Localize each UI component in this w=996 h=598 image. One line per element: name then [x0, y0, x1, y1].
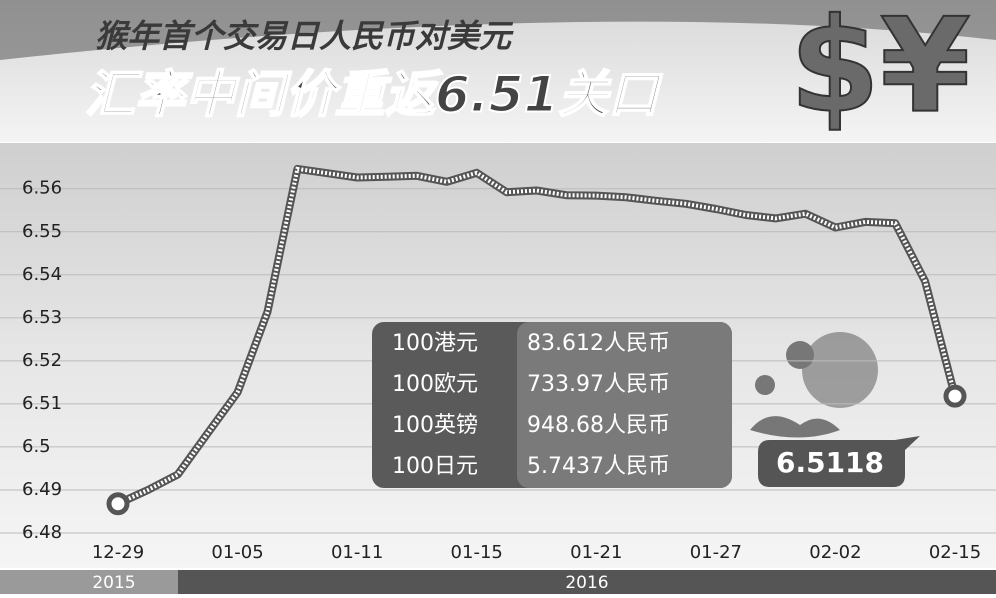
- end-point: [946, 387, 964, 405]
- y-tick-label: 6.52: [22, 350, 62, 371]
- rate-label: 100欧元: [392, 372, 478, 397]
- y-tick-label: 6.5: [22, 436, 51, 457]
- rate-value: 948.68人民币: [527, 413, 670, 438]
- y-tick-label: 6.54: [22, 264, 62, 285]
- subtitle: 猴年首个交易日人民币对美元: [95, 17, 514, 55]
- rate-value: 83.612人民币: [527, 331, 670, 356]
- y-tick-label: 6.49: [22, 479, 62, 500]
- y-tick-label: 6.55: [22, 221, 62, 242]
- chart-title: 汇率中间价重返6.51关口: [85, 66, 662, 124]
- chart: 猴年首个交易日人民币对美元 汇率中间价重返6.51关口 $¥ 2015 2016…: [0, 0, 996, 594]
- y-tick-label: 6.51: [22, 393, 62, 414]
- rate-label: 100英镑: [392, 413, 478, 438]
- x-tick-label: 02-15: [929, 542, 981, 563]
- year-label: 2015: [92, 573, 135, 593]
- rate-label: 100港元: [392, 331, 478, 356]
- logo-symbols: $¥: [790, 0, 971, 142]
- x-tick-label: 12-29: [92, 542, 144, 563]
- x-tick-label: 01-15: [451, 542, 503, 563]
- year-bar-2015: [0, 570, 178, 594]
- x-tick-label: 01-05: [211, 542, 263, 563]
- y-tick-label: 6.56: [22, 178, 62, 199]
- rate-label: 100日元: [392, 454, 478, 479]
- rate-value: 733.97人民币: [527, 372, 670, 397]
- x-tick-label: 01-21: [570, 542, 622, 563]
- y-tick-label: 6.48: [22, 522, 62, 543]
- x-tick-label: 01-27: [690, 542, 742, 563]
- page: {"chart_data": { "type": "line", "subtit…: [0, 0, 996, 594]
- x-tick-label: 01-11: [331, 542, 383, 563]
- y-tick-label: 6.53: [22, 307, 62, 328]
- rate-value: 5.7437人民币: [527, 454, 670, 479]
- year-label: 2016: [565, 573, 608, 593]
- callout-value: 6.5118: [776, 446, 884, 479]
- x-tick-label: 02-02: [809, 542, 861, 563]
- end-point: [109, 495, 127, 513]
